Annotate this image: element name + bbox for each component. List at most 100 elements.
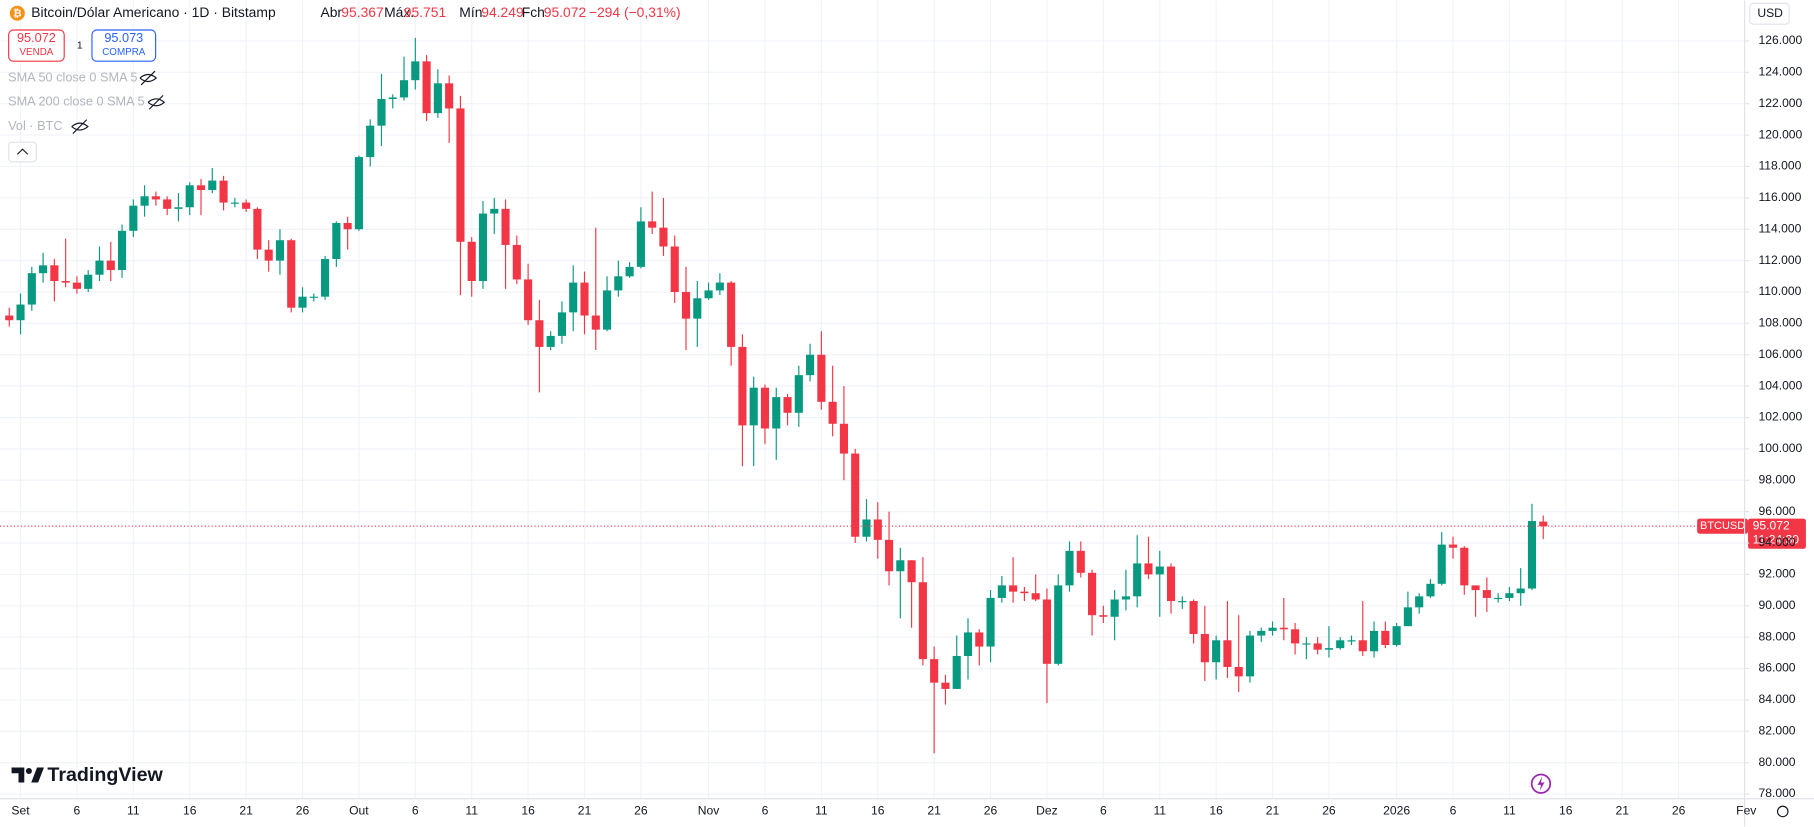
candle-body [930,659,939,683]
candle-body [1054,585,1063,664]
candle-body [1223,640,1232,667]
candle-body [275,240,285,261]
candle-body [433,83,442,114]
x-tick-label: 6 [412,804,419,818]
ohlc-label: Máx. [384,4,414,20]
x-tick-label: Nov [698,804,720,818]
candle-body [794,375,803,413]
ohlc-label: Abr [320,4,342,20]
candle-body [625,266,634,277]
symbol-title[interactable]: Bitcoin/Dólar Americano · 1D · Bitstamp [31,4,276,20]
countdown: 11:24:30 [1753,532,1800,546]
eye-icons[interactable] [71,70,166,134]
x-tick-label: Set [11,804,30,818]
ohlc-value: 94.249 [481,4,524,20]
y-tick-label: 102.000 [1758,410,1802,424]
candle-body [862,519,871,537]
candle-body [1291,629,1300,644]
candle-body [95,260,104,275]
candle-body [884,539,894,572]
candle-body [140,196,149,206]
y-tick-label: 100.000 [1758,441,1802,455]
candle-body [1437,544,1446,584]
y-tick-label: 94.000 [1758,535,1795,549]
x-tick-label: 21 [927,804,941,818]
candle-body [1212,640,1221,663]
buy-label: COMPRA [102,47,146,58]
time-scale: Set 6 11 16 21 26 Out 6 11 16 21 26 Nov 6 11 16 21 26 Dez 6… [11,804,1757,818]
x-tick-label: 11 [127,804,140,818]
indicator[interactable]: Vol · BTC [8,118,62,133]
candle-body [1144,563,1153,575]
candle-body [715,282,724,291]
candle-body [828,401,837,424]
candle-body [61,281,70,283]
y-tick-label: 90.000 [1758,598,1795,612]
sell-button[interactable] [8,29,65,62]
candle-body [557,312,567,336]
x-tick-label: 16 [521,804,535,818]
symbol-icon [9,5,25,21]
candle-body [873,519,882,540]
candle-body [422,61,431,114]
currency-button[interactable] [1749,2,1790,25]
candle-body [163,199,172,209]
candle-body [738,346,747,426]
y-tick-label: 112.000 [1758,253,1801,267]
candle-body [1415,596,1424,608]
y-tick-label: 120.000 [1758,127,1802,141]
collapse-icon [16,148,29,155]
candle-body [1381,630,1390,645]
indicator[interactable]: SMA 200 close 0 SMA 5 [8,94,144,109]
x-tick-label: 11 [815,804,828,818]
candle-body [783,397,792,413]
candle-body [129,205,138,231]
candle-body [1268,627,1277,631]
y-tick-label: 110.000 [1758,284,1801,298]
candle-body [343,222,352,230]
candle-body [1369,630,1379,652]
candle-body [839,423,848,454]
candle-body [174,207,183,209]
x-tick-label: 21 [1266,804,1280,818]
candle-body [388,97,397,100]
indicator[interactable]: SMA 50 close 0 SMA 5 [8,69,137,84]
candle-body [614,276,623,291]
candle-body [1460,547,1469,586]
candle-body [1257,630,1266,636]
y-tick-label: 88.000 [1758,629,1795,643]
candle-body [1448,544,1458,548]
candle-body [219,180,228,203]
candle-body [659,227,668,247]
candle-body [524,279,533,321]
collapse-button[interactable] [8,141,38,163]
x-tick-label: 2026 [1383,804,1410,818]
price-scale: 78.000 80.000 82.000 84.000 86.000 88.000 90.0… [1744,33,1803,800]
candle-body [1426,583,1435,597]
x-tick-label: 16 [1559,804,1573,818]
candle-body [1403,607,1412,627]
y-tick-label: 92.000 [1758,567,1795,581]
candle-body [287,240,296,308]
candle-body [1166,566,1176,602]
settings-icon[interactable] [1776,805,1789,818]
x-tick-label: Fev [1736,804,1757,818]
candle-body [569,282,578,313]
x-tick-label: 6 [1100,804,1107,818]
candle-body [354,157,363,230]
buy-button[interactable] [91,29,157,62]
y-tick-label: 104.000 [1758,378,1802,392]
candle-body [456,108,465,242]
candle-body [1302,643,1311,645]
candle-body [1189,601,1198,635]
candle-body [1494,597,1503,600]
candle-body [896,560,905,572]
candle-body [16,304,25,321]
candle-body [1009,585,1018,592]
y-tick-label: 126.000 [1758,33,1802,47]
candle-body [1133,563,1142,597]
ohlc-change: −294 (−0,31%) [589,4,681,20]
ohlc-value: 95.751 [404,4,447,20]
candle-body [242,202,251,209]
